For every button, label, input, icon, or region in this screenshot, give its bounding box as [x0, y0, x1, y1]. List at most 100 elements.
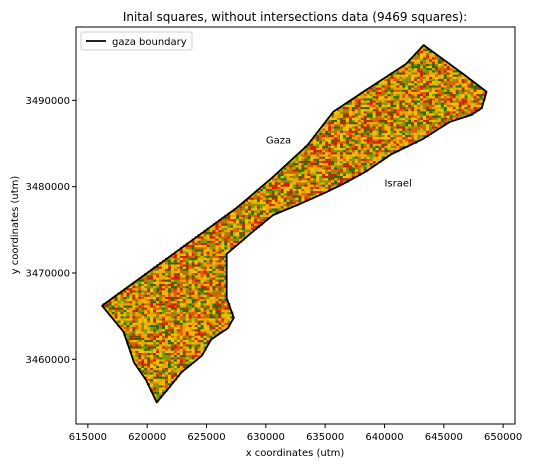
- grid-square: [182, 307, 186, 310]
- grid-square: [215, 275, 219, 278]
- grid-square: [414, 113, 418, 116]
- grid-square: [138, 342, 142, 345]
- grid-square: [414, 55, 418, 58]
- grid-square: [417, 87, 421, 90]
- grid-square: [212, 266, 216, 269]
- grid-square: [129, 296, 133, 300]
- grid-square: [434, 121, 439, 125]
- grid-square: [328, 147, 332, 151]
- grid-square: [449, 117, 453, 120]
- grid-square: [209, 324, 213, 328]
- grid-square: [129, 331, 133, 334]
- grid-square: [176, 313, 180, 317]
- grid-square: [209, 318, 213, 321]
- grid-square: [170, 380, 175, 384]
- grid-square: [325, 175, 329, 179]
- grid-square: [215, 270, 219, 274]
- grid-square: [319, 134, 323, 138]
- grid-square: [405, 63, 409, 66]
- grid-square: [203, 318, 207, 321]
- grid-square: [366, 113, 370, 116]
- grid-square: [301, 193, 305, 196]
- grid-square: [200, 316, 204, 319]
- grid-square: [319, 182, 323, 185]
- grid-square: [170, 301, 175, 304]
- grid-square: [262, 186, 266, 189]
- grid-square: [470, 89, 474, 92]
- grid-square: [164, 370, 169, 373]
- grid-square: [431, 106, 436, 110]
- grid-square: [363, 111, 367, 114]
- grid-square: [411, 93, 415, 97]
- grid-square: [218, 272, 222, 276]
- grid-square: [307, 167, 311, 170]
- grid-square: [164, 318, 169, 321]
- grid-square: [301, 182, 305, 185]
- grid-square: [221, 270, 225, 274]
- grid-square: [304, 165, 308, 168]
- grid-square: [399, 139, 403, 142]
- grid-square: [141, 303, 145, 306]
- grid-square: [399, 106, 403, 110]
- grid-square: [325, 126, 329, 129]
- grid-square: [159, 374, 163, 377]
- grid-square: [411, 113, 415, 116]
- grid-square: [431, 59, 436, 62]
- grid-square: [310, 162, 314, 166]
- grid-square: [135, 313, 139, 317]
- grid-square: [339, 121, 344, 125]
- grid-square: [114, 305, 118, 308]
- grid-square: [331, 173, 335, 177]
- grid-square: [153, 309, 157, 312]
- grid-square: [405, 87, 409, 90]
- grid-square: [221, 225, 225, 228]
- grid-square: [307, 193, 311, 196]
- grid-square: [411, 119, 415, 123]
- grid-square: [182, 348, 186, 351]
- grid-square: [218, 268, 222, 271]
- grid-square: [470, 85, 474, 88]
- grid-square: [414, 132, 418, 136]
- grid-square: [221, 229, 225, 233]
- grid-square: [342, 171, 347, 174]
- grid-square: [322, 145, 326, 148]
- grid-square: [390, 89, 394, 92]
- grid-square: [408, 104, 412, 107]
- grid-square: [366, 141, 370, 144]
- grid-square: [197, 344, 201, 347]
- grid-square: [313, 171, 317, 174]
- grid-square: [366, 139, 370, 142]
- grid-square: [369, 165, 373, 168]
- grid-square: [191, 359, 195, 362]
- grid-square: [156, 374, 160, 377]
- grid-square: [135, 354, 139, 358]
- grid-square: [428, 80, 433, 84]
- grid-square: [215, 281, 219, 284]
- grid-square: [393, 141, 397, 144]
- grid-square: [221, 257, 225, 261]
- grid-square: [170, 329, 175, 332]
- grid-square: [378, 128, 382, 131]
- grid-square: [420, 128, 424, 131]
- grid-square: [345, 132, 350, 136]
- grid-square: [313, 193, 317, 196]
- grid-square: [423, 85, 427, 88]
- grid-square: [417, 98, 421, 101]
- grid-square: [464, 93, 468, 97]
- grid-square: [351, 134, 355, 138]
- grid-square: [153, 311, 157, 315]
- grid-square: [150, 348, 154, 351]
- grid-square: [215, 331, 219, 334]
- grid-square: [224, 322, 228, 325]
- grid-square: [411, 85, 415, 88]
- grid-square: [396, 89, 400, 92]
- grid-square: [396, 115, 400, 118]
- grid-square: [182, 290, 186, 293]
- grid-square: [378, 85, 382, 88]
- grid-square: [173, 305, 178, 308]
- grid-square: [206, 266, 210, 269]
- grid-square: [337, 141, 341, 144]
- grid-square: [313, 173, 317, 177]
- grid-square: [363, 126, 367, 129]
- grid-square: [473, 96, 477, 99]
